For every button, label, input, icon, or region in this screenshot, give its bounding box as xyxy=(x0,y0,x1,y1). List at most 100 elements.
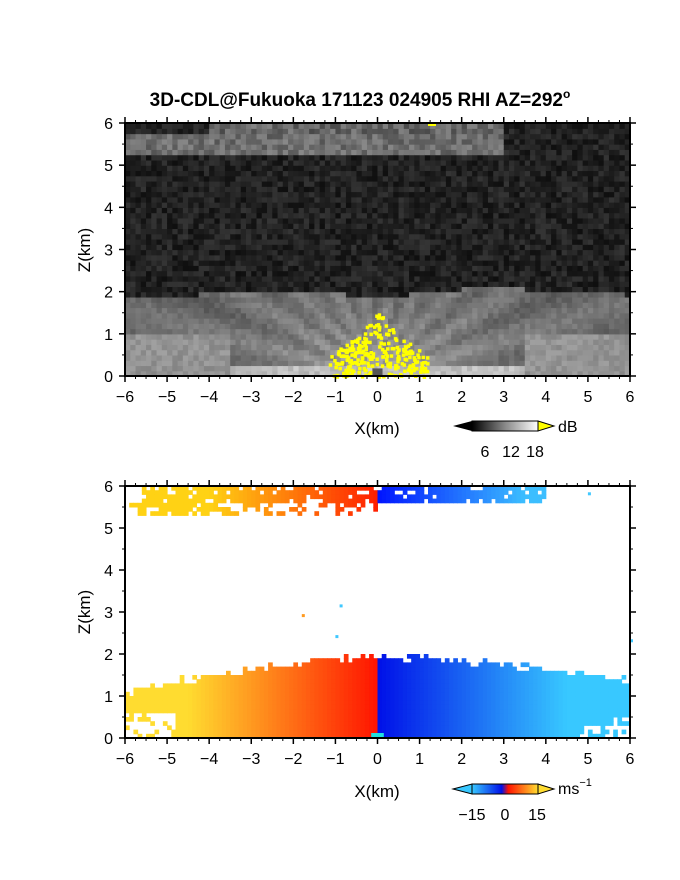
reflectivity-cell xyxy=(161,318,168,324)
reflectivity-cell xyxy=(566,333,573,340)
reflectivity-cell xyxy=(230,360,237,367)
reflectivity-cell xyxy=(535,265,542,272)
reflectivity-cell xyxy=(382,302,389,309)
reflectivity-cell xyxy=(130,202,137,208)
reflectivity-cell xyxy=(267,191,273,198)
reflectivity-cell xyxy=(340,286,347,293)
reflectivity-cell xyxy=(393,323,400,330)
reflectivity-cell xyxy=(245,149,252,156)
reflectivity-cell xyxy=(314,128,321,135)
reflectivity-cell xyxy=(535,133,542,140)
reflectivity-cell xyxy=(177,175,184,182)
reflectivity-cell xyxy=(161,354,168,361)
reflectivity-cell xyxy=(130,249,137,256)
reflectivity-cell xyxy=(503,249,510,256)
reflectivity-cell xyxy=(156,238,163,245)
reflectivity-cell xyxy=(214,275,221,282)
reflectivity-cell xyxy=(335,233,342,240)
reflectivity-cell xyxy=(472,254,479,261)
reflectivity-cell xyxy=(603,339,610,345)
reflectivity-cell xyxy=(608,286,615,293)
reflectivity-cell xyxy=(614,333,621,340)
reflectivity-cell xyxy=(409,365,415,372)
reflectivity-cell xyxy=(409,254,415,261)
reflectivity-cell xyxy=(514,281,521,287)
reflectivity-cell xyxy=(451,344,458,351)
reflectivity-cell xyxy=(203,128,210,135)
reflectivity-cell xyxy=(509,170,515,177)
reflectivity-cell xyxy=(440,318,447,324)
reflectivity-cell xyxy=(530,286,536,293)
reflectivity-cell xyxy=(251,291,258,298)
reflectivity-cell xyxy=(130,159,137,166)
reflectivity-cell xyxy=(172,175,179,182)
overlay-point xyxy=(368,324,372,328)
reflectivity-cell xyxy=(324,233,331,240)
overlay-point xyxy=(408,342,413,347)
reflectivity-cell xyxy=(151,186,158,193)
reflectivity-cell xyxy=(288,244,294,251)
reflectivity-cell xyxy=(419,328,426,335)
reflectivity-cell xyxy=(382,291,389,298)
reflectivity-cell xyxy=(224,333,231,340)
reflectivity-cell xyxy=(398,365,405,372)
reflectivity-cell xyxy=(193,333,200,340)
overlay-point xyxy=(402,363,407,367)
reflectivity-cell xyxy=(130,138,137,145)
reflectivity-cell xyxy=(388,154,394,161)
reflectivity-cell xyxy=(167,133,173,140)
reflectivity-cell xyxy=(319,217,326,224)
reflectivity-cell xyxy=(235,265,242,272)
reflectivity-cell xyxy=(240,307,247,314)
reflectivity-cell xyxy=(388,144,394,150)
reflectivity-cell xyxy=(193,133,200,140)
reflectivity-cell xyxy=(451,207,458,214)
reflectivity-cell xyxy=(240,149,247,156)
reflectivity-cell xyxy=(603,323,610,330)
reflectivity-cell xyxy=(535,249,542,256)
reflectivity-cell xyxy=(466,238,473,245)
reflectivity-cell xyxy=(298,344,305,351)
reflectivity-cell xyxy=(535,191,542,198)
reflectivity-cell xyxy=(219,228,226,235)
reflectivity-cell xyxy=(551,344,557,351)
reflectivity-cell xyxy=(319,286,326,293)
reflectivity-cell xyxy=(156,249,163,256)
reflectivity-cell xyxy=(251,154,258,161)
reflectivity-cell xyxy=(193,244,200,251)
reflectivity-cell xyxy=(303,180,310,187)
reflectivity-cell xyxy=(598,339,605,345)
reflectivity-cell xyxy=(587,233,594,240)
reflectivity-cell xyxy=(524,170,531,177)
reflectivity-cell xyxy=(493,144,500,150)
reflectivity-cell xyxy=(556,175,563,182)
reflectivity-cell xyxy=(577,281,584,287)
reflectivity-cell xyxy=(193,202,200,208)
reflectivity-cell xyxy=(445,196,452,203)
reflectivity-cell xyxy=(535,286,542,293)
reflectivity-cell xyxy=(156,170,163,177)
reflectivity-cell xyxy=(177,249,184,256)
reflectivity-cell xyxy=(451,302,458,309)
reflectivity-cell xyxy=(419,312,426,319)
reflectivity-cell xyxy=(482,349,489,356)
reflectivity-cell xyxy=(330,244,337,251)
reflectivity-cell xyxy=(514,270,521,277)
reflectivity-cell xyxy=(198,339,205,345)
reflectivity-cell xyxy=(345,138,352,145)
reflectivity-cell xyxy=(135,254,142,261)
reflectivity-cell xyxy=(445,244,452,251)
reflectivity-cell xyxy=(445,159,452,166)
overlay-point xyxy=(392,330,396,335)
reflectivity-cell xyxy=(161,170,168,177)
reflectivity-cell xyxy=(608,344,615,351)
reflectivity-cell xyxy=(351,154,358,161)
reflectivity-cell xyxy=(603,281,610,287)
reflectivity-cell xyxy=(361,307,368,314)
reflectivity-cell xyxy=(393,186,400,193)
reflectivity-cell xyxy=(314,196,321,203)
reflectivity-cell xyxy=(435,249,442,256)
reflectivity-cell xyxy=(440,170,447,177)
reflectivity-cell xyxy=(256,360,263,367)
reflectivity-cell xyxy=(377,318,384,324)
